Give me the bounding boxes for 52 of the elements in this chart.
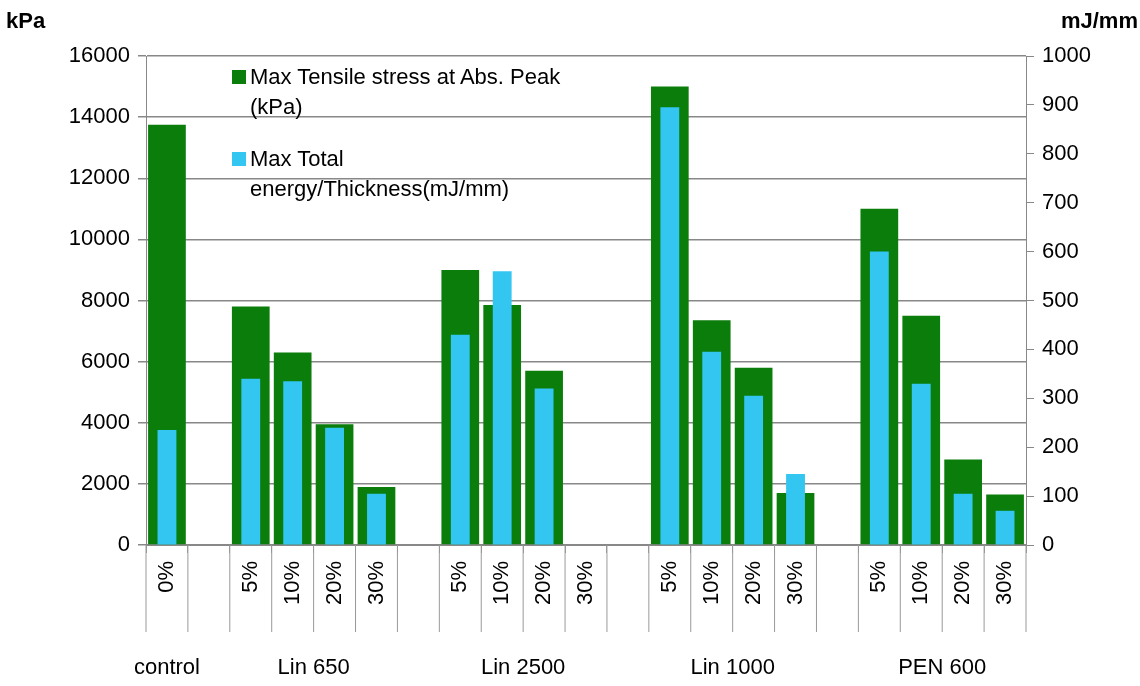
bar (953, 493, 973, 545)
x-tick-label: 10% (278, 561, 304, 606)
x-tick-label: 10% (697, 561, 723, 606)
x-tick-label: 10% (488, 561, 514, 606)
x-tick-label: 10% (907, 561, 933, 606)
x-tick-label: 30% (781, 561, 807, 606)
x-tick-label: 20% (739, 561, 765, 606)
x-tick-label: 30% (362, 561, 388, 606)
y-tick-label: 2000 (81, 469, 130, 495)
bar (450, 334, 470, 545)
y2-tick-label: 600 (1042, 237, 1079, 263)
y2-tick-label: 300 (1042, 384, 1079, 410)
bar (157, 430, 177, 545)
text: control (133, 654, 200, 680)
text: PEN 600 (898, 654, 987, 680)
x-tick-label: 20% (949, 561, 975, 606)
legend-label: Max Tensile stress at Abs. Peak (kPa) (250, 63, 562, 121)
y2-tick-label: 900 (1042, 90, 1079, 116)
x-tick-label: 30% (991, 561, 1017, 606)
y-tick-label: 4000 (81, 408, 130, 434)
y2-tick-label: 700 (1042, 188, 1079, 214)
legend-label: Max Total energy/Thickness(mJ/mm) (250, 145, 511, 203)
x-tick-label: 20% (320, 561, 346, 606)
y2-tick-label: 400 (1042, 335, 1079, 361)
bar (911, 383, 931, 545)
y-tick-label: 14000 (68, 103, 130, 129)
text: Lin 2500 (480, 654, 566, 680)
x-tick-label: 5% (655, 561, 681, 593)
y2-tick-label: 500 (1042, 286, 1079, 312)
y2-axis-title: mJ/mm (1060, 8, 1138, 34)
y-axis-title: kPa (6, 8, 46, 34)
bar (241, 378, 261, 545)
x-tick-label: 5% (446, 561, 472, 593)
x-tick-label: 5% (865, 561, 891, 593)
text: Lin 1000 (690, 654, 775, 680)
y-tick-label: 8000 (81, 286, 130, 312)
y-tick-label: 12000 (68, 164, 130, 190)
x-tick-label: 0% (153, 561, 179, 593)
x-tick-label: 30% (572, 561, 598, 606)
y-tick-label: 10000 (68, 225, 130, 251)
y-tick-label: 6000 (81, 347, 130, 373)
x-tick-label: 5% (236, 561, 262, 593)
y-tick-label: 16000 (68, 42, 130, 68)
y2-tick-label: 0 (1042, 531, 1055, 557)
y2-tick-label: 1000 (1042, 42, 1091, 68)
y2-tick-label: 200 (1042, 433, 1079, 459)
text: Lin 650 (277, 654, 350, 680)
y-tick-label: 0 (117, 531, 130, 557)
y2-tick-label: 100 (1042, 482, 1079, 508)
y2-tick-label: 800 (1042, 139, 1079, 165)
x-tick-label: 20% (530, 561, 556, 606)
bar (995, 510, 1015, 545)
